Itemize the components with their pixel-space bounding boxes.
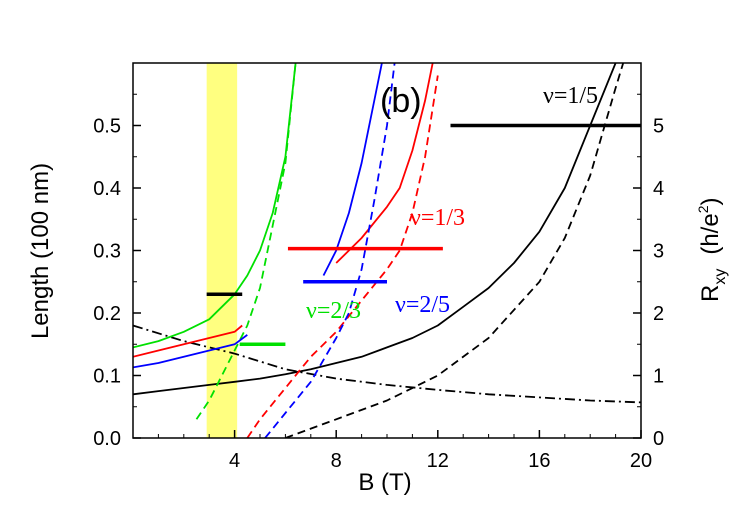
x-tick-label-0: 4 — [229, 450, 240, 472]
y-axis-right-sub: xy — [712, 269, 729, 285]
panel-label: (b) — [380, 82, 422, 120]
y-left-tick-label-3: 0.3 — [93, 241, 121, 263]
x-tick-label-2: 12 — [427, 450, 449, 472]
series-red-dashed-7 — [246, 75, 439, 438]
plateau-label-nu-2-5: ν=2/5 — [395, 292, 450, 318]
y-right-tick-label-3: 3 — [653, 241, 664, 263]
shaded-band — [206, 63, 238, 438]
plateau-label-nu-1-5: ν=1/5 — [543, 83, 598, 109]
y-left-tick-label-1: 0.1 — [93, 366, 121, 388]
y-axis-left-title: Length (100 nm) — [27, 163, 54, 339]
series-black-solid-0 — [133, 63, 617, 396]
y-left-tick-label-2: 0.2 — [93, 303, 121, 325]
series-black-dashdot-2 — [133, 324, 641, 404]
plateau-layer — [206, 123, 641, 346]
y-left-tick-label-5: 0.5 — [93, 116, 121, 138]
series-blue-dashed-10 — [264, 63, 396, 438]
y-right-tick-label-1: 1 — [653, 366, 664, 388]
x-tick-label-3: 16 — [528, 450, 550, 472]
y-left-tick-label-0: 0.0 — [93, 428, 121, 450]
y-axis-right-close: ) — [697, 198, 724, 206]
y-right-tick-label-0: 0 — [653, 428, 664, 450]
y-right-tick-label-2: 2 — [653, 303, 664, 325]
x-tick-label-4: 20 — [630, 450, 652, 472]
series-blue-solid-8 — [133, 334, 248, 369]
plateau-label-nu-2-3: ν=2/3 — [306, 298, 361, 324]
x-axis-title: B (T) — [358, 469, 411, 496]
series-red-solid-6 — [335, 63, 434, 264]
y-axis-right-unit: (h/e — [697, 213, 724, 254]
y-left-tick-label-4: 0.4 — [93, 178, 121, 200]
series-green-solid-3 — [133, 63, 297, 349]
y-axis-right-sup: 2 — [695, 205, 711, 213]
x-tick-label-1: 8 — [331, 450, 342, 472]
y-right-tick-label-4: 4 — [653, 178, 664, 200]
y-axis-right-title: Rxy (h/e2) — [695, 198, 729, 303]
plateau-label-nu-1-3: ν=1/3 — [410, 205, 465, 231]
y-axis-right-main: R — [697, 285, 724, 302]
series-blue-solid-9 — [322, 63, 383, 276]
y-right-tick-label-5: 5 — [653, 116, 664, 138]
series-green-dashed-4 — [195, 63, 297, 420]
shaded-band-layer — [206, 63, 238, 438]
series-layer — [133, 63, 641, 438]
series-red-solid-5 — [133, 324, 243, 358]
series-black-dashed-1 — [285, 63, 625, 438]
